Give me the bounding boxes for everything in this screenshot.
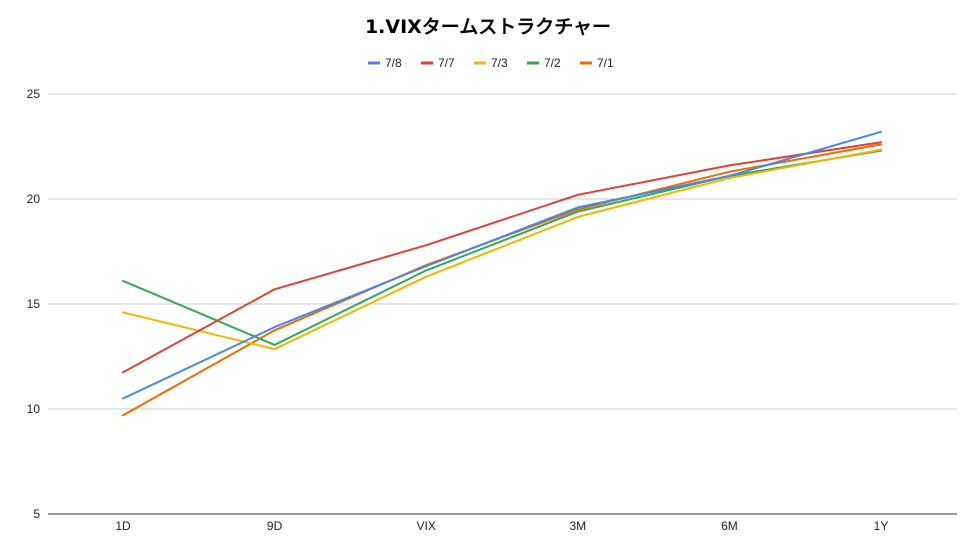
legend-label: 7/8 (385, 56, 402, 70)
x-tick-label: 1Y (874, 519, 889, 533)
x-tick-label: 6M (721, 519, 738, 533)
series-line-7-7 (122, 141, 882, 374)
legend-label: 7/2 (544, 56, 561, 70)
series-line-7-8 (122, 130, 882, 400)
x-tick-label: 9D (267, 519, 283, 533)
y-tick-label: 5 (33, 507, 40, 521)
chart-legend: 7/8 7/7 7/3 7/2 7/1 (368, 56, 614, 70)
chart-title: 1.VIXタームストラクチャー (365, 16, 611, 38)
y-gridlines (48, 93, 957, 515)
legend-item: 7/7 (421, 56, 455, 70)
legend-item: 7/1 (580, 56, 614, 70)
legend-label: 7/7 (438, 56, 455, 70)
series-line-7-2 (122, 149, 882, 346)
legend-label: 7/3 (491, 56, 508, 70)
y-axis-tick-labels: 5 10 15 20 25 (27, 87, 41, 521)
y-tick-label: 15 (27, 297, 41, 311)
y-tick-label: 20 (27, 192, 41, 206)
x-tick-label: 1D (115, 519, 131, 533)
legend-item: 7/8 (368, 56, 402, 70)
y-tick-label: 25 (27, 87, 41, 101)
series-lines (122, 130, 882, 417)
series-line-7-1 (122, 143, 882, 417)
series-line-7-3 (122, 148, 882, 351)
y-tick-label: 10 (27, 402, 41, 416)
legend-item: 7/3 (474, 56, 508, 70)
legend-label: 7/1 (597, 56, 614, 70)
legend-item: 7/2 (527, 56, 561, 70)
x-axis-tick-labels: 1D 9D VIX 3M 6M 1Y (115, 519, 888, 533)
x-tick-label: 3M (569, 519, 586, 533)
x-tick-label: VIX (417, 519, 436, 533)
